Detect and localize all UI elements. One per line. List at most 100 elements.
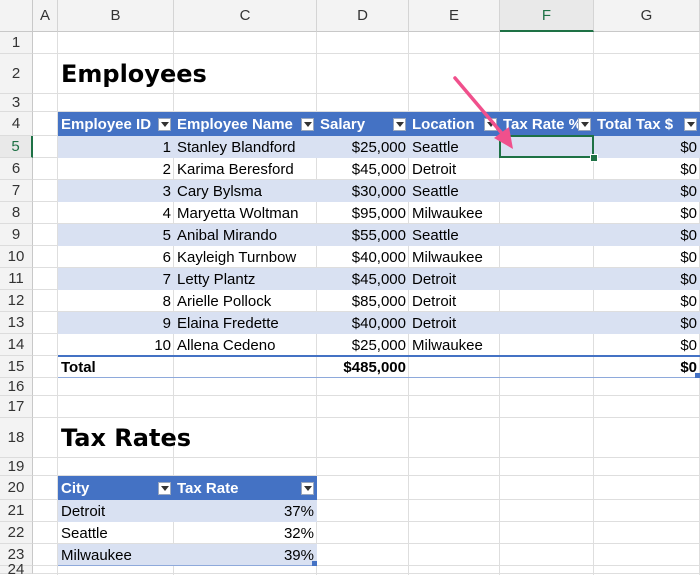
row-header-4[interactable]: 4 (0, 112, 33, 136)
salary-cell[interactable]: $45,000 (351, 270, 406, 288)
filter-dropdown-icon[interactable] (301, 118, 314, 131)
total-tax-cell[interactable]: $0 (680, 182, 697, 200)
salary-cell[interactable]: $30,000 (351, 182, 406, 200)
column-header-g[interactable]: G (594, 0, 700, 32)
total-label[interactable]: Total (61, 358, 96, 376)
tax-rate-cell[interactable] (500, 246, 594, 268)
row-header-3[interactable]: 3 (0, 94, 33, 112)
row-header-2[interactable]: 2 (0, 54, 33, 94)
employee-name-cell[interactable]: Anibal Mirando (177, 226, 278, 244)
tax-rate-cell[interactable] (500, 312, 594, 334)
header-employee-id[interactable]: Employee ID (61, 115, 152, 133)
tax-rate-cell[interactable] (500, 268, 594, 290)
column-header-e[interactable]: E (409, 0, 500, 32)
salary-cell[interactable]: $25,000 (351, 138, 406, 156)
row-header-9[interactable]: 9 (0, 224, 33, 246)
row-header-21[interactable]: 21 (0, 500, 33, 522)
row-header-10[interactable]: 10 (0, 246, 33, 268)
employee-name-cell[interactable]: Allena Cedeno (177, 336, 276, 354)
location-cell[interactable]: Detroit (412, 160, 457, 178)
location-cell[interactable]: Detroit (412, 314, 457, 332)
row-header-16[interactable]: 16 (0, 378, 33, 396)
table-resize-handle[interactable] (312, 561, 317, 566)
row-header-14[interactable]: 14 (0, 334, 33, 356)
employee-name-cell[interactable]: Arielle Pollock (177, 292, 272, 310)
employee-name-cell[interactable]: Maryetta Woltman (177, 204, 299, 222)
total-tax-cell[interactable]: $0 (680, 204, 697, 222)
filter-dropdown-icon[interactable] (393, 118, 406, 131)
total-tax-sum[interactable]: $0 (680, 358, 697, 376)
header-city[interactable]: City (61, 479, 90, 497)
total-tax-cell[interactable]: $0 (680, 292, 697, 310)
employee-id-cell[interactable]: 3 (162, 182, 171, 200)
employee-name-cell[interactable]: Elaina Fredette (177, 314, 279, 332)
salary-cell[interactable]: $55,000 (351, 226, 406, 244)
row-header-15[interactable]: 15 (0, 356, 33, 378)
employee-id-cell[interactable]: 6 (162, 248, 171, 266)
total-tax-cell[interactable]: $0 (680, 138, 697, 156)
location-cell[interactable]: Seattle (412, 226, 459, 244)
header-total-tax[interactable]: Total Tax $ (597, 115, 674, 133)
total-tax-cell[interactable]: $0 (680, 226, 697, 244)
total-tax-cell[interactable]: $0 (680, 160, 697, 178)
salary-cell[interactable]: $95,000 (351, 204, 406, 222)
tax-rate-cell[interactable] (500, 202, 594, 224)
row-header-17[interactable]: 17 (0, 396, 33, 418)
tax-rate-cell[interactable] (500, 334, 594, 356)
filter-dropdown-icon[interactable] (301, 482, 314, 495)
row-header-13[interactable]: 13 (0, 312, 33, 334)
row-header-18[interactable]: 18 (0, 418, 33, 458)
employee-name-cell[interactable]: Letty Plantz (177, 270, 256, 288)
employee-name-cell[interactable]: Kayleigh Turnbow (177, 248, 297, 266)
employee-id-cell[interactable]: 2 (162, 160, 171, 178)
row-header-20[interactable]: 20 (0, 476, 33, 500)
employee-id-cell[interactable]: 7 (162, 270, 171, 288)
row-header-6[interactable]: 6 (0, 158, 33, 180)
column-header-c[interactable]: C (174, 0, 317, 32)
filter-dropdown-icon[interactable] (684, 118, 697, 131)
tax-rate-value-cell[interactable]: 32% (283, 524, 314, 542)
row-header-23[interactable]: 23 (0, 544, 33, 566)
salary-cell[interactable]: $40,000 (351, 248, 406, 266)
tax-rate-value-cell[interactable]: 37% (283, 502, 314, 520)
location-cell[interactable]: Detroit (412, 292, 457, 310)
employee-name-cell[interactable]: Karima Beresford (177, 160, 294, 178)
location-cell[interactable]: Detroit (412, 270, 457, 288)
employee-id-cell[interactable]: 10 (154, 336, 171, 354)
active-cell-selection[interactable] (499, 135, 594, 158)
total-tax-cell[interactable]: $0 (680, 270, 697, 288)
filter-dropdown-icon[interactable] (484, 118, 497, 131)
column-header-d[interactable]: D (317, 0, 409, 32)
select-all-corner[interactable] (0, 0, 33, 32)
column-header-f[interactable]: F (500, 0, 594, 32)
header-salary[interactable]: Salary (320, 115, 366, 133)
header-employee-name[interactable]: Employee Name (177, 115, 293, 133)
total-tax-cell[interactable]: $0 (680, 336, 697, 354)
tax-rate-cell[interactable] (500, 158, 594, 180)
employee-name-cell[interactable]: Stanley Blandford (177, 138, 296, 156)
city-cell[interactable]: Seattle (61, 524, 108, 542)
row-header-7[interactable]: 7 (0, 180, 33, 202)
row-header-22[interactable]: 22 (0, 522, 33, 544)
column-header-b[interactable]: B (58, 0, 174, 32)
header-tax-rate[interactable]: Tax Rate (177, 479, 239, 497)
table-resize-handle[interactable] (695, 373, 700, 378)
location-cell[interactable]: Seattle (412, 138, 459, 156)
filter-dropdown-icon[interactable] (158, 118, 171, 131)
tax-rate-cell[interactable] (500, 180, 594, 202)
filter-dropdown-icon[interactable] (578, 118, 591, 131)
row-header-1[interactable]: 1 (0, 32, 33, 54)
tax-rate-cell[interactable] (500, 290, 594, 312)
employee-id-cell[interactable]: 9 (162, 314, 171, 332)
row-header-8[interactable]: 8 (0, 202, 33, 224)
total-salary[interactable]: $485,000 (343, 358, 406, 376)
row-header-19[interactable]: 19 (0, 458, 33, 476)
header-tax-rate[interactable]: Tax Rate % (503, 115, 582, 133)
row-header-12[interactable]: 12 (0, 290, 33, 312)
salary-cell[interactable]: $45,000 (351, 160, 406, 178)
employee-id-cell[interactable]: 8 (162, 292, 171, 310)
employee-id-cell[interactable]: 1 (162, 138, 171, 156)
total-tax-cell[interactable]: $0 (680, 248, 697, 266)
row-header-5[interactable]: 5 (0, 136, 33, 158)
row-header-11[interactable]: 11 (0, 268, 33, 290)
